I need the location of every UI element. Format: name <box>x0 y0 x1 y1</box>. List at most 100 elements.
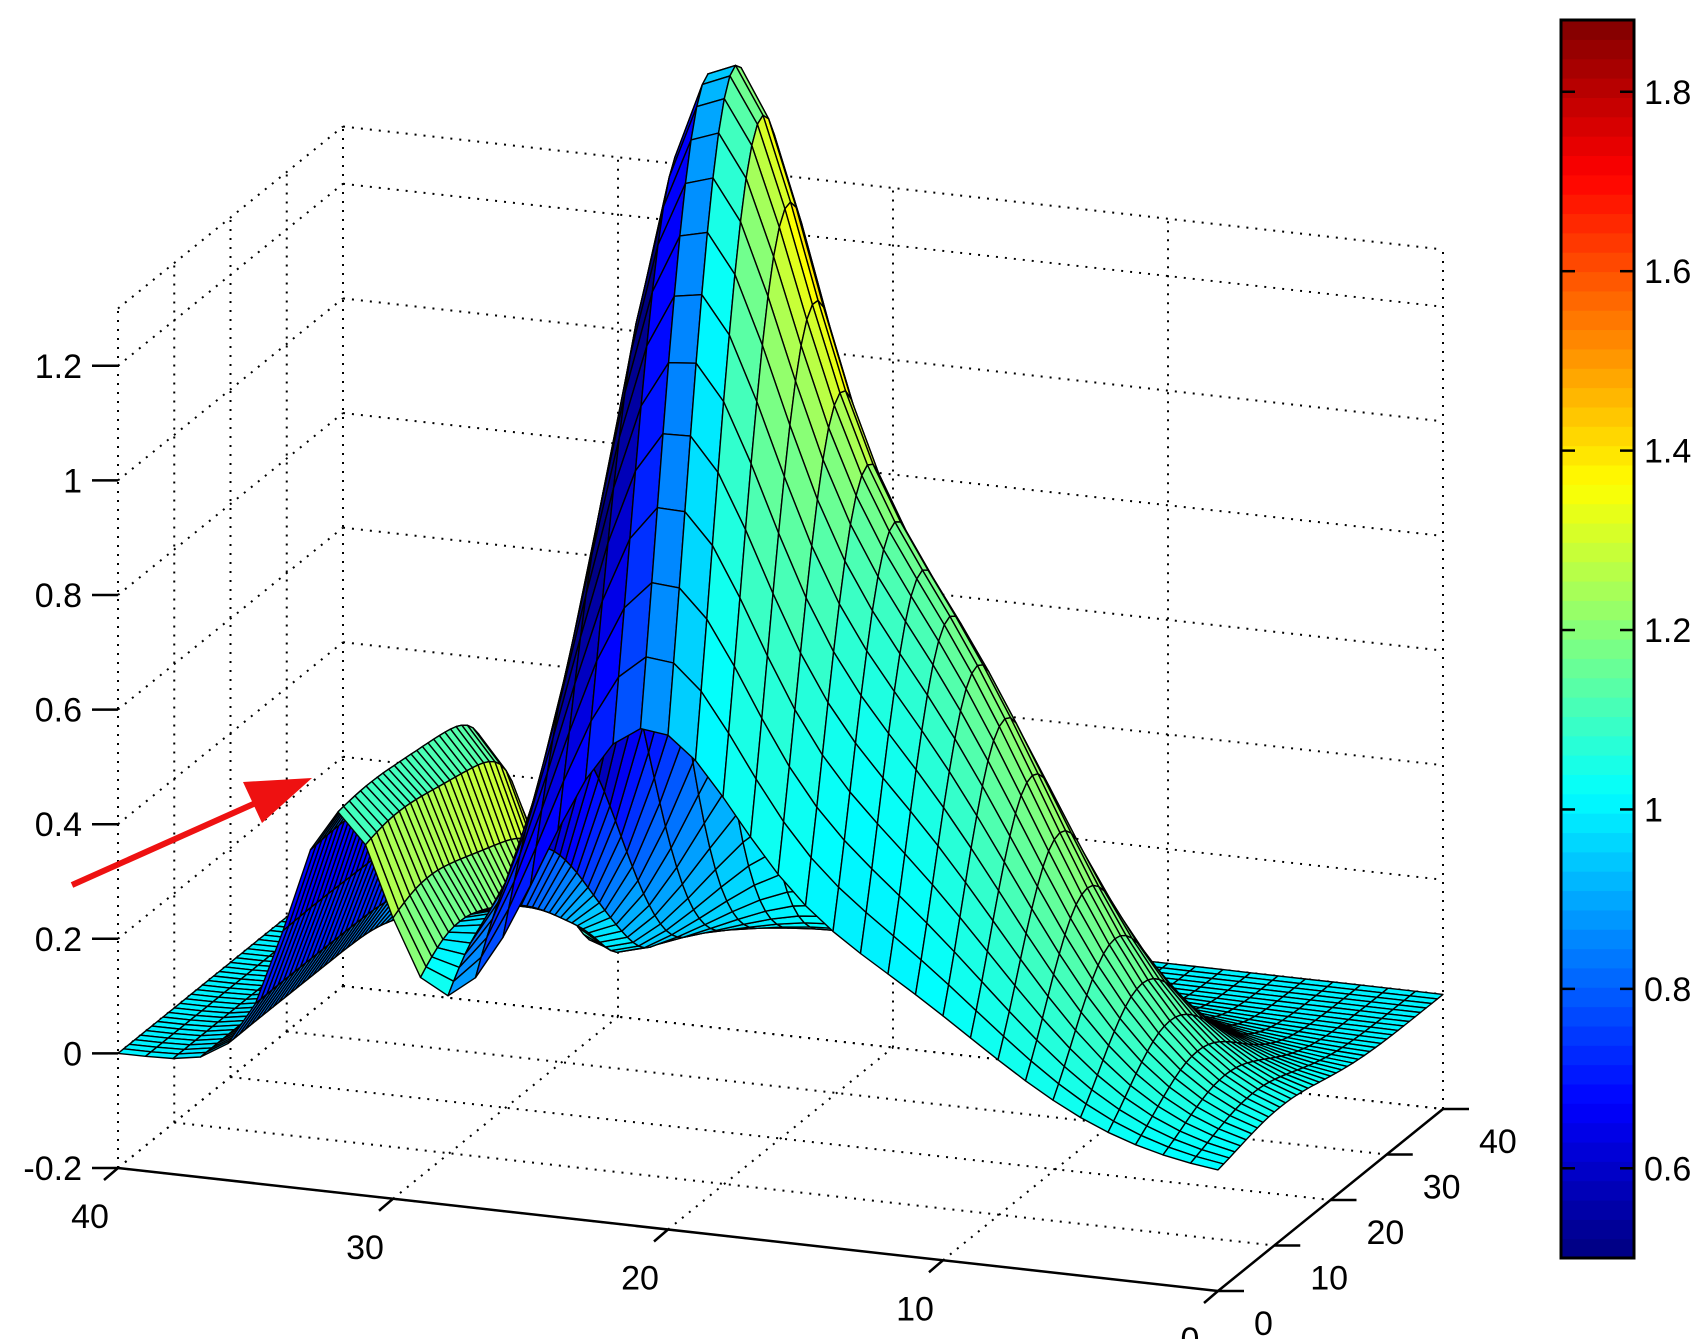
colorbar-band <box>1561 20 1634 40</box>
colorbar-band <box>1561 929 1634 950</box>
colorbar-band <box>1561 774 1634 795</box>
colorbar-band <box>1561 232 1634 253</box>
x-tick <box>103 1167 119 1181</box>
z-tick-label: 1.2 <box>35 348 82 386</box>
x-tick <box>653 1228 669 1243</box>
grid-line <box>942 1077 1169 1262</box>
colorbar-band <box>1561 1006 1634 1027</box>
x-tick-label: 10 <box>896 1290 934 1328</box>
z-tick-label: 0.6 <box>35 692 82 730</box>
colorbar-frame <box>1559 18 1636 1260</box>
axes <box>92 364 1469 1304</box>
colorbar-band <box>1561 735 1634 756</box>
colorbar-band <box>1561 136 1634 156</box>
colorbar-tick-label: 0.8 <box>1644 971 1691 1009</box>
z-tick-label: -0.2 <box>23 1150 82 1188</box>
colorbar-band <box>1561 387 1634 408</box>
arrow-shaft <box>70 799 260 888</box>
x-tick-label: 30 <box>346 1229 384 1267</box>
colorbar-tick-label: 0.6 <box>1644 1150 1691 1188</box>
colorbar-band <box>1561 426 1634 447</box>
colorbar-band <box>1561 813 1634 834</box>
colorbar-band <box>1561 503 1634 524</box>
colorbar-band <box>1561 1064 1634 1085</box>
z-tick-label: 1 <box>63 462 82 500</box>
x-tick <box>378 1197 394 1212</box>
colorbar-band <box>1561 39 1634 60</box>
colorbar-band <box>1561 213 1634 234</box>
colorbar-band <box>1561 851 1634 872</box>
colorbar-band <box>1561 1083 1634 1104</box>
x-tick-label: 40 <box>71 1198 109 1236</box>
colorbar-band <box>1561 755 1634 775</box>
colorbar-band <box>1561 484 1634 505</box>
grid-line <box>117 756 344 940</box>
colorbar-band <box>1561 832 1634 853</box>
colorbar-band <box>1561 1122 1634 1143</box>
colorbar-band <box>1561 658 1634 679</box>
colorbar-band <box>1561 1238 1634 1259</box>
colorbar-tick-label: 1.4 <box>1644 433 1691 471</box>
colorbar-band <box>1561 445 1634 466</box>
colorbar-band <box>1561 987 1634 1008</box>
grid-line <box>117 183 344 367</box>
colorbar-band <box>1561 271 1634 292</box>
colorbar-band <box>1561 1103 1634 1124</box>
z-tick-label: 0.8 <box>35 577 82 615</box>
colorbar-band <box>1561 793 1634 814</box>
grid-line <box>667 1046 894 1231</box>
colorbar-band <box>1561 522 1634 543</box>
x-tick <box>1203 1290 1219 1304</box>
colorbar-band <box>1561 697 1634 717</box>
arrow-head <box>243 778 312 823</box>
colorbar-band <box>1561 580 1634 601</box>
colorbar-tick-label: 1 <box>1644 791 1663 829</box>
colorbar-band <box>1561 78 1634 98</box>
colorbar-band <box>1561 1161 1634 1182</box>
colorbar-band <box>1561 1219 1634 1240</box>
colorbar-band <box>1561 639 1634 659</box>
grid-line <box>117 125 344 310</box>
colorbar-band <box>1561 561 1634 582</box>
x-tick-label: 0 <box>1181 1321 1200 1339</box>
surface-mesh <box>117 64 1444 1171</box>
colorbar-band <box>1561 542 1634 563</box>
surface-patch <box>1189 1155 1225 1171</box>
colorbar-band <box>1561 967 1634 988</box>
colorbar-tick-label: 1.2 <box>1644 612 1691 650</box>
y-tick-label: 40 <box>1479 1123 1517 1161</box>
colorbar <box>1559 18 1636 1260</box>
colorbar-band <box>1561 174 1634 195</box>
colorbar-band <box>1561 1199 1634 1220</box>
colorbar-band <box>1561 716 1634 737</box>
colorbar-band <box>1561 677 1634 698</box>
colorbar-band <box>1561 155 1634 176</box>
y-tick-label: 20 <box>1367 1214 1405 1252</box>
colorbar-band <box>1561 194 1634 215</box>
colorbar-band <box>1561 406 1634 427</box>
colorbar-band <box>1561 909 1634 930</box>
y-tick-label: 0 <box>1254 1305 1273 1339</box>
y-tick-label: 30 <box>1423 1169 1461 1207</box>
colorbar-band <box>1561 600 1634 621</box>
colorbar-band <box>1561 1025 1634 1046</box>
y-tick-label: 10 <box>1310 1260 1348 1298</box>
colorbar-band <box>1561 1180 1634 1201</box>
colorbar-band <box>1561 290 1634 311</box>
colorbar-band <box>1561 1045 1634 1066</box>
x-tick-label: 20 <box>621 1260 659 1298</box>
x-tick <box>928 1259 944 1274</box>
colorbar-band <box>1561 464 1634 485</box>
grid-line <box>117 641 344 825</box>
z-tick-label: 0 <box>63 1035 82 1073</box>
grid-line <box>117 412 344 596</box>
colorbar-tick-label: 1.8 <box>1644 74 1691 112</box>
colorbar-band <box>1561 871 1634 892</box>
colorbar-band <box>1561 310 1634 331</box>
colorbar-band <box>1561 948 1634 969</box>
colorbar-band <box>1561 1141 1634 1162</box>
z-tick-label: 0.4 <box>35 806 82 844</box>
colorbar-band <box>1561 97 1634 118</box>
grid-line <box>117 526 344 711</box>
